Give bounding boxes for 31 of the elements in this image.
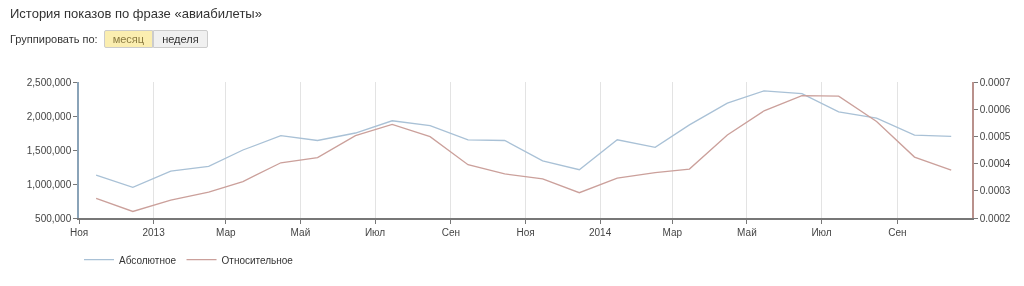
text: месяц (103, 30, 154, 48)
x-tick-label: Сен (888, 226, 907, 238)
y2-tick-label: 0.0005 (979, 130, 1011, 142)
y2-tick-label: 0.0007 (979, 76, 1011, 88)
y2-tick-label: 0.0006 (979, 103, 1011, 115)
text: неделя (153, 30, 208, 48)
x-tick-label: 2013 (142, 226, 166, 238)
y-tick-label: 2,000,000 (26, 110, 72, 122)
x-tick-label: Сен (441, 226, 461, 238)
y-tick-label: 1,000,000 (26, 178, 72, 190)
x-tick-label: Июл (364, 226, 386, 238)
x-tick-label: Май (290, 226, 311, 238)
legend-label: Абсолютное (119, 254, 177, 266)
y-tick-label: 2,500,000 (26, 76, 72, 88)
y-tick-label: 1,500,000 (26, 144, 72, 156)
y2-tick-label: 0.0004 (979, 158, 1011, 170)
line-series (95, 90, 952, 189)
legend-label: Относительное (221, 254, 294, 266)
x-tick-label: 2014 (588, 226, 612, 238)
x-tick-label: Июл (811, 226, 832, 238)
x-tick-label: Ноя (69, 226, 89, 238)
x-tick-label: Май (737, 226, 757, 238)
y-tick-label: 500,000 (35, 212, 72, 224)
text: Группировать по: (10, 33, 98, 45)
x-tick-label: Ноя (516, 226, 535, 238)
x-tick-label: Мар (662, 226, 683, 238)
y2-tick-label: 0.0002 (979, 212, 1011, 224)
line-series (95, 94, 952, 213)
y2-tick-label: 0.0003 (979, 185, 1011, 197)
x-tick-label: Мар (216, 226, 236, 238)
chart-title: История показов по фразе «авиабилеты» (10, 6, 262, 21)
